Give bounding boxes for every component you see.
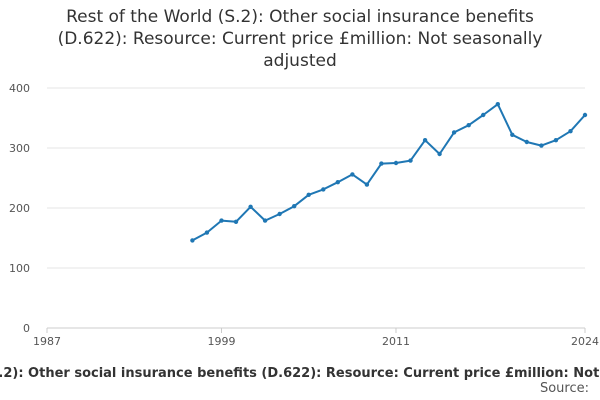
data-point-2003 [277, 211, 282, 217]
x-tick-label-1999: 1999 [207, 335, 235, 348]
data-point-2006 [321, 187, 326, 192]
y-tick-label-0: 0 [23, 322, 30, 335]
x-tick-label-2011: 2011 [382, 335, 410, 348]
data-point-2021 [539, 143, 544, 148]
data-point-2016 [466, 123, 471, 128]
data-point-2017 [481, 112, 486, 118]
y-tick-label-200: 200 [9, 202, 30, 215]
data-point-2024 [582, 112, 588, 118]
data-point-2014 [437, 151, 442, 157]
series [190, 102, 588, 243]
chart-title-line-2: (D.622): Resource: Current price £millio… [57, 29, 543, 49]
chart-title-line-1: Rest of the World (S.2): Other social in… [66, 7, 534, 27]
caption-text: Rest of the World (S.2): Other social in… [0, 366, 600, 381]
x-tick-label-1987: 1987 [33, 335, 61, 348]
data-point-2018 [495, 102, 500, 107]
data-point-1997 [190, 238, 195, 243]
data-point-1998 [204, 230, 210, 235]
data-point-2008 [350, 172, 355, 177]
data-point-2000 [233, 219, 239, 224]
y-tick-label-300: 300 [9, 142, 30, 155]
data-point-2009 [364, 182, 370, 187]
data-point-2010 [379, 161, 384, 166]
chart-title: Rest of the World (S.2): Other social in… [0, 6, 600, 72]
gridlines [47, 87, 585, 269]
y-tick-label-100: 100 [9, 262, 30, 275]
chart-title-line-3: adjusted [263, 51, 337, 71]
data-point-2015 [451, 130, 457, 135]
data-point-2001 [248, 204, 253, 209]
data-point-2007 [335, 180, 340, 185]
data-point-2012 [408, 158, 413, 163]
data-point-1999 [219, 218, 224, 223]
data-point-2005 [306, 192, 311, 197]
data-point-2020 [524, 139, 529, 145]
data-point-2022 [553, 138, 559, 143]
data-point-2004 [292, 204, 297, 209]
chart-caption: Rest of the World (S.2): Other social in… [0, 364, 600, 384]
data-point-2023 [568, 129, 573, 134]
y-tick-label-400: 400 [9, 82, 30, 95]
axes: 0 100 200 300 400 1987 1999 2011 2024 [9, 82, 599, 348]
data-point-2013 [422, 138, 428, 143]
data-point-2019 [510, 132, 515, 137]
data-point-2011 [393, 160, 399, 166]
series-line-0 [191, 103, 586, 242]
data-point-2002 [262, 218, 268, 223]
x-tick-label-2024: 2024 [571, 335, 599, 348]
source-label: Source: [539, 381, 589, 396]
